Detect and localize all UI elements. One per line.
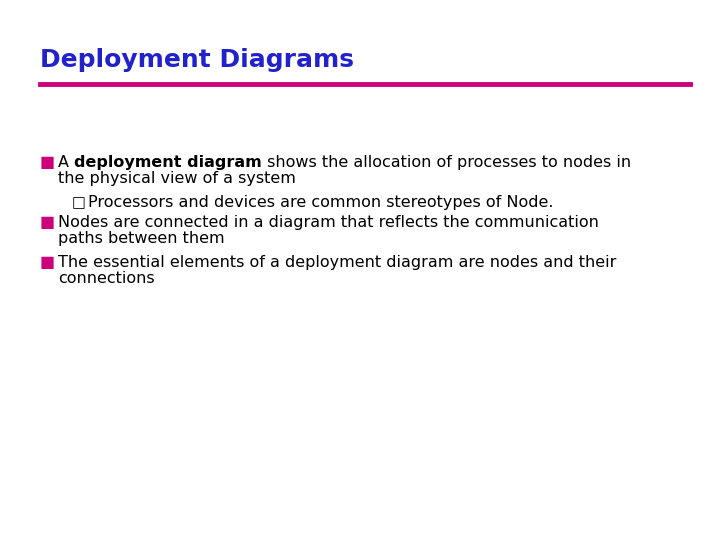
Text: Deployment Diagrams: Deployment Diagrams xyxy=(40,48,354,72)
Text: ■: ■ xyxy=(40,215,55,230)
Text: the physical view of a system: the physical view of a system xyxy=(58,171,296,186)
Text: deployment diagram: deployment diagram xyxy=(74,155,262,170)
Text: Nodes are connected in a diagram that reflects the communication: Nodes are connected in a diagram that re… xyxy=(58,215,599,230)
Text: ■: ■ xyxy=(40,155,55,170)
Text: A: A xyxy=(58,155,74,170)
Text: paths between them: paths between them xyxy=(58,231,225,246)
Text: ■: ■ xyxy=(40,255,55,270)
Text: shows the allocation of processes to nodes in: shows the allocation of processes to nod… xyxy=(262,155,631,170)
Text: The essential elements of a deployment diagram are nodes and their: The essential elements of a deployment d… xyxy=(58,255,616,270)
Text: □: □ xyxy=(72,195,86,210)
Text: Processors and devices are common stereotypes of Node.: Processors and devices are common stereo… xyxy=(88,195,554,210)
Text: connections: connections xyxy=(58,271,155,286)
